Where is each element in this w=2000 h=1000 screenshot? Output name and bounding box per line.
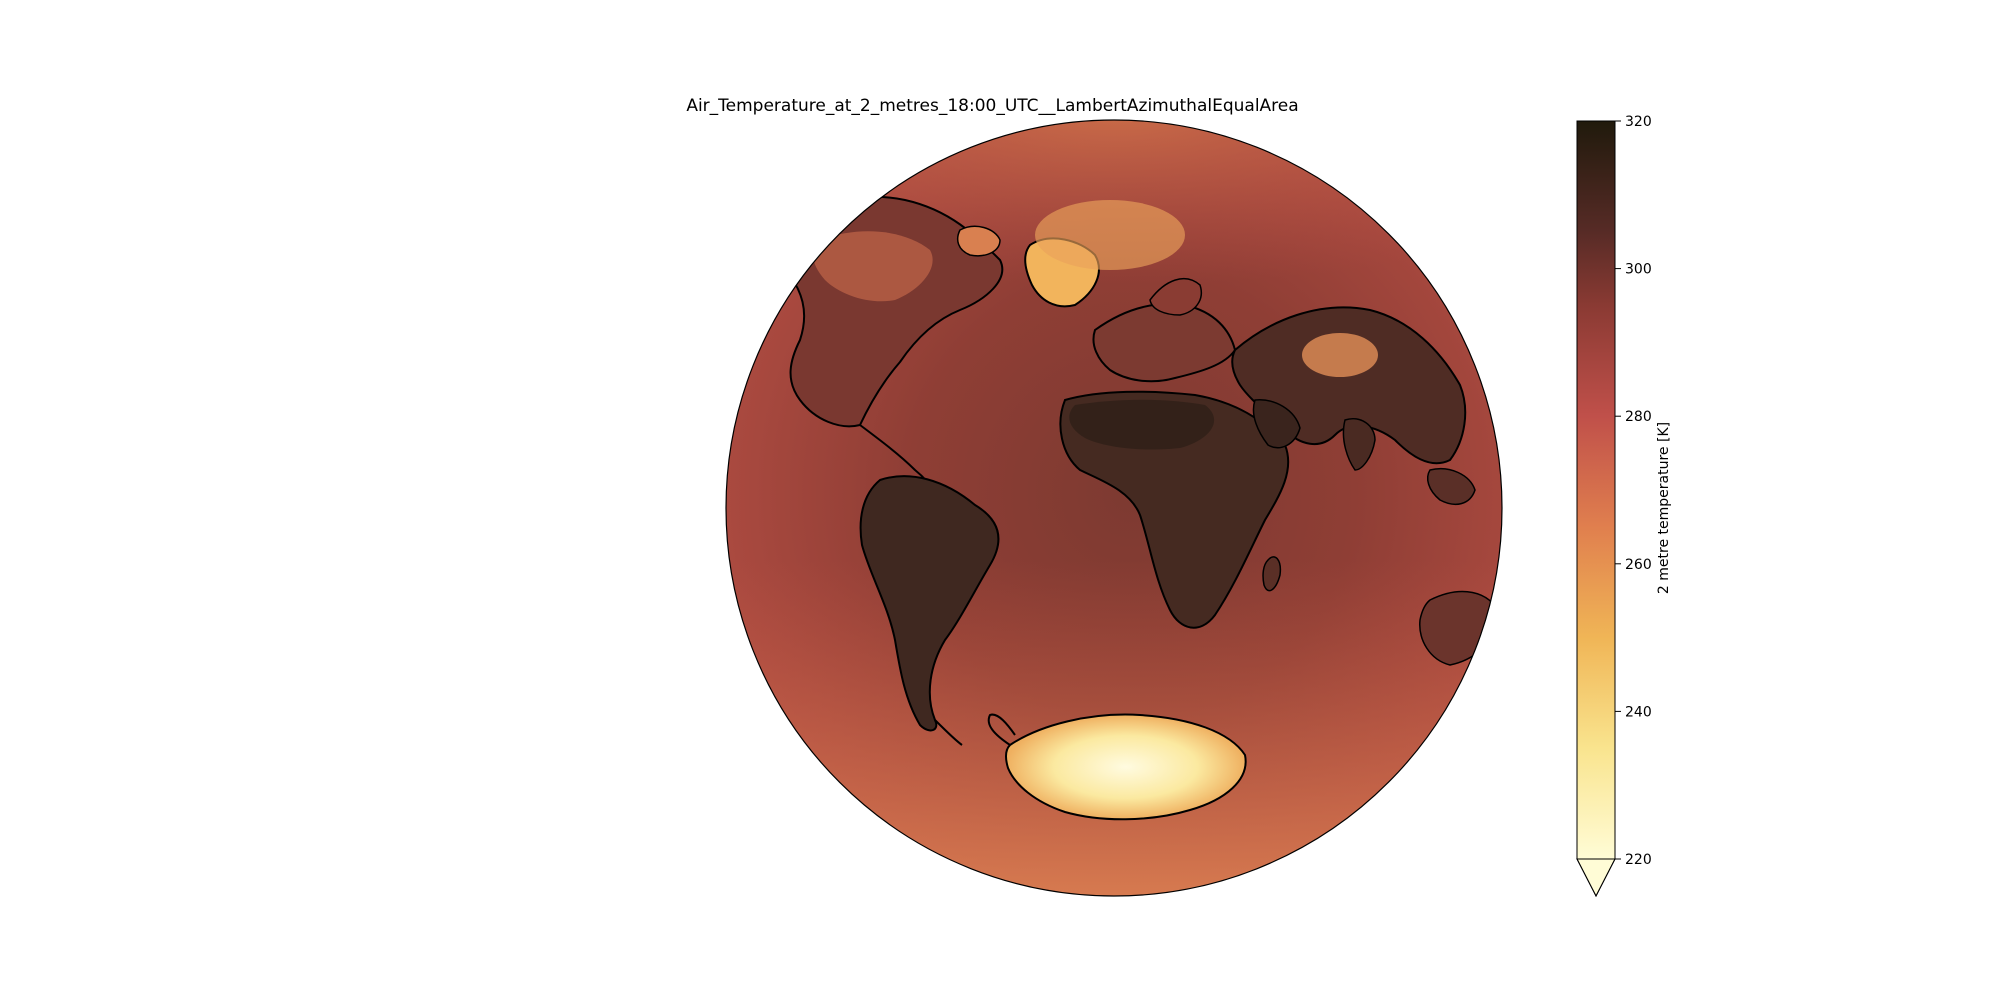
tibetan-plateau — [1302, 333, 1378, 377]
colorbar-ticks: 220 240 260 280 300 320 — [1615, 114, 1652, 868]
arctic-warm-sector — [1035, 200, 1185, 270]
colorbar: 220 240 260 280 300 320 2 metre temperature [… — [1576, 114, 1672, 898]
arabian-peninsula — [1252, 399, 1301, 449]
colorbar-tick-label: 260 — [1625, 557, 1652, 573]
tierra-del-fuego — [934, 719, 963, 746]
colorbar-tick-label: 240 — [1625, 704, 1652, 720]
colorbar-fill — [1577, 121, 1615, 859]
scandinavia — [1149, 277, 1202, 316]
india — [1342, 418, 1376, 471]
colorbar-label: 2 metre temperature [K] — [1656, 422, 1672, 594]
colorbar-extend-triangle — [1576, 858, 1616, 898]
arctic-archipelago — [957, 225, 1001, 257]
colorbar-tick-label: 300 — [1625, 262, 1652, 278]
south-america — [859, 475, 1000, 732]
colorbar-tick-label: 320 — [1625, 114, 1652, 130]
colorbar-tick-label: 280 — [1625, 409, 1652, 425]
antarctica — [1004, 713, 1247, 821]
maritime-southeast-asia — [1427, 468, 1476, 506]
africa — [1059, 390, 1290, 629]
colorbar-outline — [1576, 120, 1616, 898]
colorbar-tick-label: 220 — [1625, 852, 1652, 868]
map-title: Air_Temperature_at_2_metres_18:00_UTC__L… — [686, 96, 1299, 116]
globe-outline — [725, 119, 1503, 897]
north-america-cold-interior — [812, 231, 933, 302]
antarctic-peninsula — [987, 713, 1016, 746]
globe — [726, 120, 1502, 896]
australia — [1419, 590, 1501, 666]
madagascar — [1262, 556, 1282, 592]
sahara-hot-core — [1069, 399, 1215, 450]
